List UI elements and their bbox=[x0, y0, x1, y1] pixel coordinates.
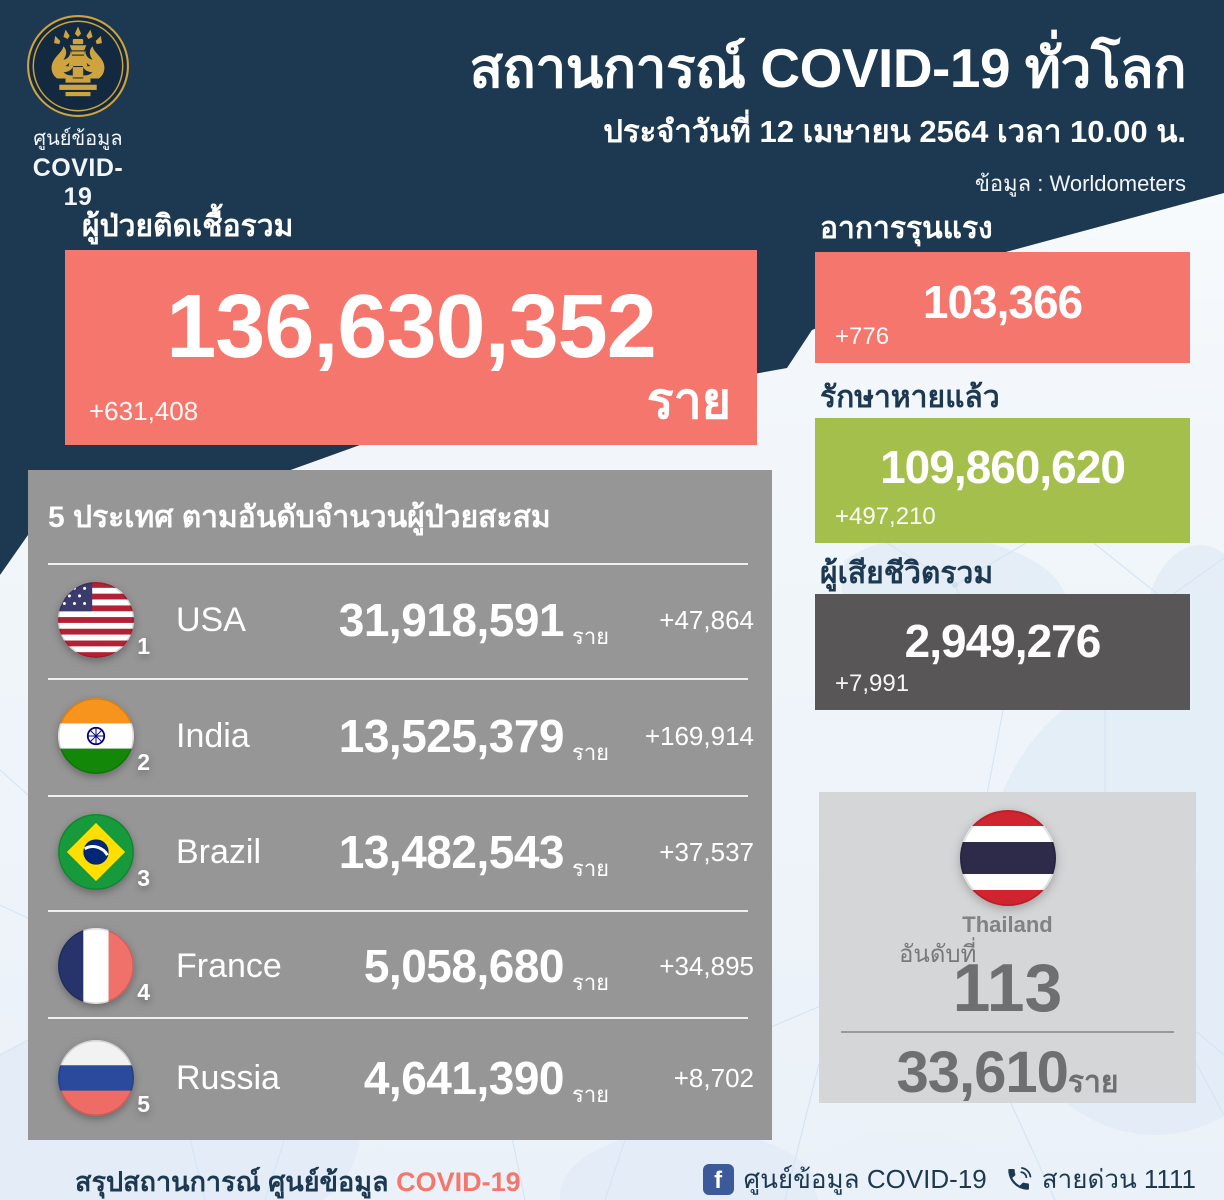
thailand-summary-box: Thailand อันดับที่ 113 33,610ราย bbox=[819, 792, 1196, 1106]
country-row-india: 2 India 13,525,379 ราย +169,914 bbox=[28, 688, 772, 784]
country-cases: 5,058,680 bbox=[363, 940, 565, 992]
rank-badge: 1 bbox=[137, 633, 150, 659]
thailand-cases-value: 33,610 bbox=[896, 1040, 1069, 1105]
severe-box: 103,366 +776 bbox=[815, 252, 1190, 363]
phone-icon bbox=[1008, 1167, 1032, 1190]
rank-badge: 4 bbox=[137, 979, 150, 1005]
severe-delta: +776 bbox=[835, 323, 890, 350]
severe-label: อาการรุนแรง bbox=[820, 212, 993, 245]
footer-caption-prefix: สรุปสถานการณ์ ศูนย์ข้อมูล bbox=[75, 1167, 389, 1197]
rank-badge: 3 bbox=[137, 865, 150, 891]
divider bbox=[48, 563, 748, 565]
logo-text-line2: COVID-19 bbox=[32, 154, 124, 211]
country-row-russia: 5 Russia 4,641,390 ราย +8,702 bbox=[28, 1030, 772, 1126]
country-unit: ราย bbox=[572, 970, 610, 995]
data-source: ข้อมูล : Worldometers bbox=[974, 170, 1186, 196]
country-name: USA bbox=[176, 600, 246, 639]
top-countries-panel: 5 ประเทศ ตามอันดับจำนวนผู้ป่วยสะสม bbox=[28, 470, 772, 1140]
page-title: สถานการณ์ COVID-19 ทั่วโลก bbox=[469, 37, 1186, 99]
usa-flag-icon: 1 bbox=[58, 582, 150, 659]
thai-government-seal-icon bbox=[27, 15, 129, 117]
covid19-information-center-logo: ศูนย์ข้อมูล COVID-19 bbox=[20, 14, 136, 212]
country-delta: +47,864 bbox=[659, 604, 754, 635]
thailand-cases: 33,610ราย bbox=[819, 1039, 1196, 1106]
rank-badge: 5 bbox=[137, 1091, 150, 1117]
deaths-value: 2,949,276 bbox=[904, 615, 1102, 667]
footer-contacts: f ศูนย์ข้อมูล COVID-19 สายด่วน 1111 bbox=[702, 1159, 1196, 1200]
country-cases: 13,482,543 bbox=[338, 826, 565, 878]
divider bbox=[48, 910, 748, 912]
deaths-box: 2,949,276 +7,991 bbox=[815, 594, 1190, 710]
recovered-value: 109,860,620 bbox=[880, 441, 1126, 493]
deaths-delta: +7,991 bbox=[835, 670, 910, 697]
country-name: France bbox=[176, 946, 282, 985]
deaths-label: ผู้เสียชีวิตรวม bbox=[820, 557, 994, 590]
divider bbox=[48, 1017, 748, 1019]
top-countries-title: 5 ประเทศ ตามอันดับจำนวนผู้ป่วยสะสม bbox=[48, 501, 551, 534]
logo-text-line1: ศูนย์ข้อมูล bbox=[33, 128, 123, 150]
country-unit: ราย bbox=[572, 1082, 610, 1107]
divider bbox=[48, 795, 748, 797]
thailand-cases-unit: ราย bbox=[1067, 1066, 1119, 1099]
total-cases-unit: ราย bbox=[646, 373, 731, 429]
total-cases-label: ผู้ป่วยติดเชื้อรวม bbox=[82, 210, 294, 243]
total-cases-value: 136,630,352 bbox=[166, 277, 657, 377]
divider bbox=[48, 678, 748, 680]
india-flag-icon: 2 bbox=[58, 698, 150, 775]
recovered-label: รักษาหายแล้ว bbox=[820, 381, 1000, 414]
country-cases: 13,525,379 bbox=[338, 710, 565, 762]
country-delta: +34,895 bbox=[659, 950, 754, 981]
country-name: Brazil bbox=[176, 832, 262, 871]
thailand-rank-label: อันดับที่ bbox=[899, 941, 977, 968]
country-cases: 31,918,591 bbox=[338, 594, 565, 646]
country-delta: +37,537 bbox=[659, 836, 754, 867]
country-cases: 4,641,390 bbox=[363, 1052, 565, 1104]
russia-flag-icon: 5 bbox=[58, 1040, 150, 1117]
country-unit: ราย bbox=[572, 740, 610, 765]
footer-caption-highlight: COVID-19 bbox=[396, 1167, 521, 1197]
recovered-box: 109,860,620 +497,210 bbox=[815, 418, 1190, 543]
severe-value: 103,366 bbox=[922, 276, 1083, 328]
total-cases-delta: +631,408 bbox=[89, 396, 199, 426]
header-titles: สถานการณ์ COVID-19 ทั่วโลก ประจำวันที่ 1… bbox=[469, 37, 1186, 201]
country-row-usa: 1 USA 31,918,591 ราย +47,864 bbox=[28, 572, 772, 668]
total-cases-box: 136,630,352 +631,408 ราย bbox=[65, 250, 757, 445]
rank-badge: 2 bbox=[137, 749, 150, 775]
france-flag-icon: 4 bbox=[58, 928, 150, 1005]
page-subtitle-date: ประจำวันที่ 12 เมษายน 2564 เวลา 10.00 น. bbox=[603, 113, 1186, 149]
country-name: India bbox=[176, 716, 250, 755]
country-delta: +169,914 bbox=[644, 720, 754, 751]
country-row-france: 4 France 5,058,680 ราย +34,895 bbox=[28, 918, 772, 1014]
recovered-delta: +497,210 bbox=[835, 503, 936, 530]
divider bbox=[841, 1031, 1174, 1033]
hotline-label: สายด่วน 1111 bbox=[1041, 1164, 1196, 1194]
thailand-rank-value: 113 bbox=[952, 950, 1063, 1026]
thailand-name: Thailand bbox=[962, 912, 1053, 937]
country-delta: +8,702 bbox=[673, 1062, 754, 1093]
country-unit: ราย bbox=[572, 856, 610, 881]
footer-caption: สรุปสถานการณ์ ศูนย์ข้อมูล COVID-19 bbox=[75, 1160, 521, 1200]
facebook-page-label: ศูนย์ข้อมูล COVID-19 bbox=[743, 1164, 987, 1194]
thailand-flag-icon bbox=[959, 810, 1056, 906]
country-name: Russia bbox=[176, 1058, 280, 1097]
brazil-flag-icon: 3 bbox=[58, 814, 150, 891]
facebook-icon: f bbox=[702, 1164, 734, 1195]
country-row-brazil: 3 Brazil 13,482,543 ราย +37,537 bbox=[28, 804, 772, 900]
country-unit: ราย bbox=[572, 624, 610, 649]
